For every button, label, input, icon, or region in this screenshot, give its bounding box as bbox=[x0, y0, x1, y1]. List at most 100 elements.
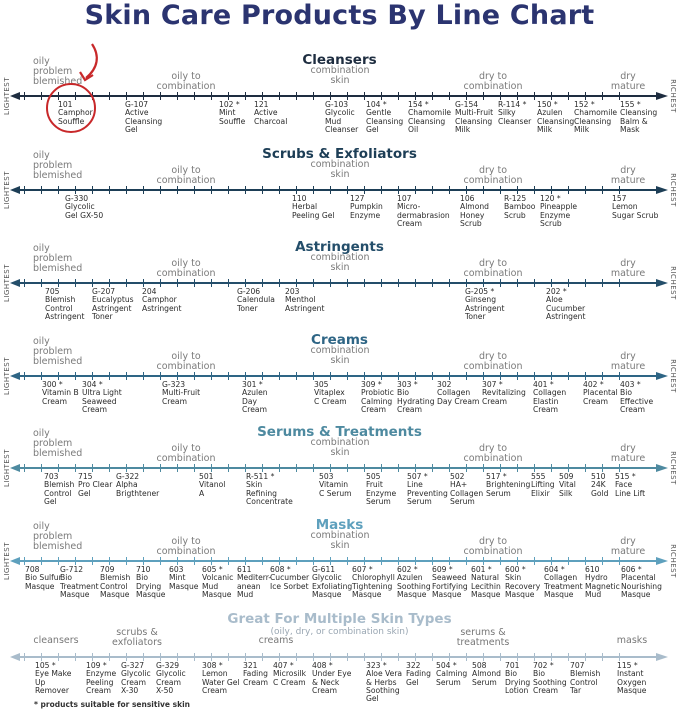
product-name: Brightening Serum bbox=[486, 480, 531, 498]
product-name: Mint Masque bbox=[169, 573, 199, 591]
product-code: 102 * bbox=[219, 100, 240, 109]
product-name: Fading Gel bbox=[406, 669, 431, 687]
product-code: 708 bbox=[25, 565, 40, 574]
skin-type-label: oily to combination bbox=[156, 165, 216, 186]
product-name: Mediterr- anean Mud bbox=[237, 573, 272, 599]
product-code: 408 * bbox=[312, 661, 333, 670]
section-title: Masks bbox=[315, 517, 364, 533]
product-item: 321 Fading Cream bbox=[243, 661, 268, 687]
product-code: 401 * bbox=[533, 380, 554, 389]
product-name: Lemon Sugar Scrub bbox=[612, 202, 659, 220]
product-item: G-327 Glycolic Cream X-30 bbox=[121, 661, 151, 695]
product-name: Enzyme Peeling Cream bbox=[86, 669, 117, 695]
product-item: 323 * Aloe Vera & Herbs Soothing Gel bbox=[366, 661, 403, 704]
skin-type-label: oily problem blemished bbox=[33, 243, 83, 274]
axis-ticks bbox=[24, 557, 636, 565]
product-item: G-206 Calendula Toner bbox=[237, 287, 275, 313]
product-code: 105 * bbox=[35, 661, 56, 670]
product-item: G-322 Alpha Brigthtener bbox=[116, 472, 160, 498]
product-item: 708 Bio Sulfur Masque bbox=[25, 565, 62, 591]
product-name: Bio Soothing Cream bbox=[533, 669, 567, 695]
skin-type-label: dry to combination bbox=[463, 443, 523, 464]
richest-label: RICHEST bbox=[668, 359, 677, 393]
product-code: 610 bbox=[585, 565, 600, 574]
product-item: 504 * Calming Serum bbox=[436, 661, 468, 687]
product-name: Pro Clear Gel bbox=[78, 480, 113, 498]
skin-type-label: combination skin bbox=[310, 65, 370, 86]
lightest-label: LIGHTEST bbox=[3, 448, 12, 488]
product-code: 109 * bbox=[86, 661, 107, 670]
skin-type-label: combination skin bbox=[310, 252, 370, 273]
product-item: 709 Blemish Control Masque bbox=[100, 565, 130, 599]
section-title: Serums & Treatments bbox=[257, 424, 422, 440]
product-name: Placental Nourishing Masque bbox=[621, 573, 662, 599]
product-name: Aloe Vera & Herbs Soothing Gel bbox=[366, 669, 403, 704]
product-code: 607 * bbox=[352, 565, 373, 574]
product-code: 517 * bbox=[486, 472, 507, 481]
product-item: 702 * Bio Soothing Cream bbox=[533, 661, 567, 695]
product-name: Active Charcoal bbox=[254, 108, 288, 126]
product-code: G-323 bbox=[162, 380, 186, 389]
product-item: 202 * Aloe Cucumber Astringent bbox=[546, 287, 585, 321]
product-name: Calendula Toner bbox=[237, 295, 275, 313]
product-code: 503 bbox=[319, 472, 334, 481]
product-code: G-712 bbox=[60, 565, 84, 574]
product-code: 601 * bbox=[471, 565, 492, 574]
product-name: Almond Serum bbox=[472, 669, 501, 687]
product-item: 601 * Natural Lecithin Masque bbox=[471, 565, 501, 599]
skin-type-label: dry mature bbox=[610, 165, 646, 186]
product-name: Chlorophyll Tightening Masque bbox=[352, 573, 395, 599]
product-name: Calming Serum bbox=[436, 669, 468, 687]
skin-type-label: dry mature bbox=[610, 443, 646, 464]
product-code: 203 bbox=[285, 287, 300, 296]
product-item: 509 Vital Silk bbox=[559, 472, 576, 498]
product-item: G-107 Active Cleansing Gel bbox=[125, 100, 162, 134]
skin-type-label: combination skin bbox=[310, 530, 370, 551]
product-item: 154 * Chamomile Cleansing Oil bbox=[408, 100, 451, 134]
product-name: Mint Souffle bbox=[219, 108, 246, 126]
product-item: 507 * Line Preventing Serum bbox=[407, 472, 448, 506]
product-item: 155 * Cleansing Balm & Mask bbox=[620, 100, 658, 134]
product-item: 401 * Collagen Elastin Cream bbox=[533, 380, 566, 414]
skin-type-label: oily to combination bbox=[156, 443, 216, 464]
page-title: Skin Care Products By Line Chart bbox=[84, 0, 595, 31]
product-item: 303 * Bio Hydrating Cream bbox=[397, 380, 435, 414]
product-code: 602 * bbox=[397, 565, 418, 574]
product-item: 503 Vitamin C Serum bbox=[319, 472, 352, 498]
product-name: Silky Cleanser bbox=[498, 108, 532, 126]
product-name: Bio Treatment Masque bbox=[60, 573, 99, 599]
product-item: 501 Vitanol A bbox=[199, 472, 225, 498]
product-code: 606 * bbox=[621, 565, 642, 574]
product-name: Fruit Enzyme Serum bbox=[366, 480, 397, 506]
product-code: 611 bbox=[237, 565, 252, 574]
lightest-label: LIGHTEST bbox=[3, 263, 12, 303]
product-name: Revitalizing Cream bbox=[482, 388, 526, 406]
product-name: Bamboo Scrub bbox=[504, 202, 536, 220]
product-code: 106 bbox=[460, 194, 475, 203]
axis-ticks bbox=[24, 372, 636, 380]
skin-type-label: oily problem blemished bbox=[33, 150, 83, 181]
product-item: 502 HA+ Collagen Serum bbox=[450, 472, 483, 506]
product-code: 121 bbox=[254, 100, 269, 109]
product-item: 115 * Instant Oxygen Masque bbox=[617, 661, 646, 695]
product-code: 403 * bbox=[620, 380, 641, 389]
product-name: Glycolic Cream X-30 bbox=[121, 669, 151, 695]
product-name: Cleansing Balm & Mask bbox=[620, 108, 658, 134]
product-code: 322 bbox=[406, 661, 421, 670]
product-code: 507 * bbox=[407, 472, 428, 481]
product-code: 303 * bbox=[397, 380, 418, 389]
product-item: 515 * Face Line Lift bbox=[615, 472, 645, 498]
product-item: G-154 Multi-Fruit Cleansing Milk bbox=[455, 100, 493, 134]
product-code: G-611 bbox=[312, 565, 336, 574]
product-code: 702 * bbox=[533, 661, 554, 670]
product-name: Line Preventing Serum bbox=[407, 480, 448, 506]
product-item: 715 Pro Clear Gel bbox=[78, 472, 113, 498]
lightest-label: LIGHTEST bbox=[3, 541, 12, 581]
product-code: 157 bbox=[612, 194, 627, 203]
product-name: Alpha Brigthtener bbox=[116, 480, 160, 498]
product-item: G-330 Glycolic Gel GX-50 bbox=[65, 194, 103, 220]
product-name: Under Eye & Neck Cream bbox=[312, 669, 352, 695]
skin-type-label: dry mature bbox=[610, 71, 646, 92]
product-code: G-154 bbox=[455, 100, 479, 109]
product-code: 604 * bbox=[544, 565, 565, 574]
